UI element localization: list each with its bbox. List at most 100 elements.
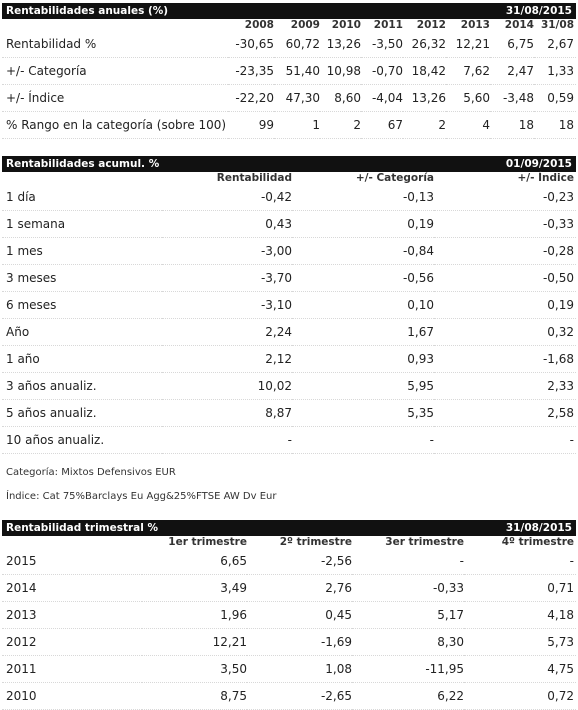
table-row: 2010 8,75 -2,65 6,22 0,72 <box>2 682 576 710</box>
table-row: +/- Índice -22,20 47,30 8,60 -4,04 13,26… <box>2 84 576 112</box>
cell-value: -0,84 <box>292 237 434 265</box>
quarterly-header-row: 1er trimestre 2º trimestre 3er trimestre… <box>2 536 576 548</box>
cell-value: 8,30 <box>352 628 464 656</box>
row-label: 5 años anualiz. <box>2 399 162 427</box>
column-header: 3er trimestre <box>385 536 464 548</box>
year-header: 2011 <box>373 19 403 31</box>
quarterly-returns-title: Rentabilidad trimestral % <box>6 522 159 534</box>
cell-value: - <box>292 426 434 454</box>
table-row: 1 día -0,42 -0,13 -0,23 <box>2 184 576 211</box>
cell-value: 0,59 <box>534 84 576 112</box>
cell-value: 51,40 <box>274 57 320 85</box>
row-label: Año <box>2 318 162 346</box>
cell-value: -4,04 <box>361 84 403 112</box>
cell-value: -0,33 <box>434 210 576 238</box>
table-row: 3 años anualiz. 10,02 5,95 2,33 <box>2 372 576 400</box>
cell-value: 1,67 <box>292 318 434 346</box>
table-row: Año 2,24 1,67 0,32 <box>2 318 576 346</box>
cell-value: 2 <box>320 111 361 139</box>
cell-value: 8,87 <box>162 399 292 427</box>
annual-returns-date: 31/08/2015 <box>505 5 572 17</box>
cell-value: 0,19 <box>292 210 434 238</box>
cumulative-returns-title: Rentabilidades acumul. % <box>6 158 160 170</box>
cell-value: -2,56 <box>247 548 352 575</box>
cell-value: -1,69 <box>247 628 352 656</box>
cell-value: 3,49 <box>142 574 247 602</box>
column-header: Rentabilidad <box>216 172 292 184</box>
row-label: 1 día <box>2 184 162 211</box>
row-label: 2015 <box>2 548 142 575</box>
annual-returns-table: 2008 2009 2010 2011 2012 2013 2014 31/08… <box>2 19 576 139</box>
cell-value: 10,02 <box>162 372 292 400</box>
cell-value: 4,18 <box>464 601 576 629</box>
cell-value: 2,67 <box>534 31 576 58</box>
cell-value: 0,93 <box>292 345 434 373</box>
category-note: Categoría: Mixtos Defensivos EUR <box>6 467 176 478</box>
quarterly-returns-table: 1er trimestre 2º trimestre 3er trimestre… <box>2 536 576 710</box>
cell-value: -1,68 <box>434 345 576 373</box>
cell-value: -0,33 <box>352 574 464 602</box>
cell-value: -22,20 <box>228 84 274 112</box>
column-header: +/- Índice <box>517 172 575 184</box>
annual-years-header-row: 2008 2009 2010 2011 2012 2013 2014 31/08 <box>2 19 576 31</box>
table-row: 10 años anualiz. - - - <box>2 426 576 454</box>
table-row: 1 año 2,12 0,93 -1,68 <box>2 345 576 373</box>
cell-value: -0,23 <box>434 184 576 211</box>
cell-value: 12,21 <box>142 628 247 656</box>
cell-value: 1,33 <box>534 57 576 85</box>
cell-value: 2,47 <box>490 57 534 85</box>
cell-value: -3,00 <box>162 237 292 265</box>
cell-value: 18,42 <box>403 57 446 85</box>
cell-value: 1 <box>274 111 320 139</box>
row-label: 2012 <box>2 628 142 656</box>
cell-value: 0,72 <box>464 682 576 710</box>
cell-value: 18 <box>534 111 576 139</box>
row-label: 3 años anualiz. <box>2 372 162 400</box>
cell-value: -2,65 <box>247 682 352 710</box>
table-row: 1 mes -3,00 -0,84 -0,28 <box>2 237 576 265</box>
cell-value: 1,08 <box>247 655 352 683</box>
cumulative-returns-header-bar: Rentabilidades acumul. % 01/09/2015 <box>2 156 576 172</box>
row-label: +/- Categoría <box>2 57 228 85</box>
row-label: 2013 <box>2 601 142 629</box>
annual-returns-section: Rentabilidades anuales (%) 31/08/2015 20… <box>2 3 576 139</box>
cell-value: 7,62 <box>446 57 490 85</box>
cell-value: 2,24 <box>162 318 292 346</box>
cell-value: -3,10 <box>162 291 292 319</box>
cell-value: 5,17 <box>352 601 464 629</box>
cell-value: 99 <box>228 111 274 139</box>
cell-value: - <box>162 426 292 454</box>
annual-header-blank <box>2 19 228 31</box>
cell-value: 47,30 <box>274 84 320 112</box>
cell-value: 13,26 <box>320 31 361 58</box>
row-label: 1 semana <box>2 210 162 238</box>
cell-value: 18 <box>490 111 534 139</box>
cell-value: 3,50 <box>142 655 247 683</box>
quarterly-returns-section: Rentabilidad trimestral % 31/08/2015 1er… <box>2 520 576 710</box>
row-label: +/- Índice <box>2 84 228 112</box>
table-row: 2012 12,21 -1,69 8,30 5,73 <box>2 628 576 656</box>
table-row: 2013 1,96 0,45 5,17 4,18 <box>2 601 576 629</box>
table-row: 2015 6,65 -2,56 - - <box>2 548 576 575</box>
table-row: 5 años anualiz. 8,87 5,35 2,58 <box>2 399 576 427</box>
cell-value: 5,35 <box>292 399 434 427</box>
cell-value: -11,95 <box>352 655 464 683</box>
cell-value: -3,48 <box>490 84 534 112</box>
table-row: 2011 3,50 1,08 -11,95 4,75 <box>2 655 576 683</box>
cumulative-header-row: Rentabilidad +/- Categoría +/- Índice <box>2 172 576 184</box>
cell-value: -0,28 <box>434 237 576 265</box>
row-label: 2014 <box>2 574 142 602</box>
cell-value: 0,43 <box>162 210 292 238</box>
cumulative-returns-section: Rentabilidades acumul. % 01/09/2015 Rent… <box>2 156 576 454</box>
cell-value: 8,75 <box>142 682 247 710</box>
cell-value: -23,35 <box>228 57 274 85</box>
cell-value: 12,21 <box>446 31 490 58</box>
cell-value: -0,42 <box>162 184 292 211</box>
cell-value: -3,50 <box>361 31 403 58</box>
cell-value: 4 <box>446 111 490 139</box>
index-note: Índice: Cat 75%Barclays Eu Agg&25%FTSE A… <box>6 491 277 502</box>
cell-value: 2,58 <box>434 399 576 427</box>
cell-value: - <box>434 426 576 454</box>
row-label: 3 meses <box>2 264 162 292</box>
cell-value: 5,95 <box>292 372 434 400</box>
